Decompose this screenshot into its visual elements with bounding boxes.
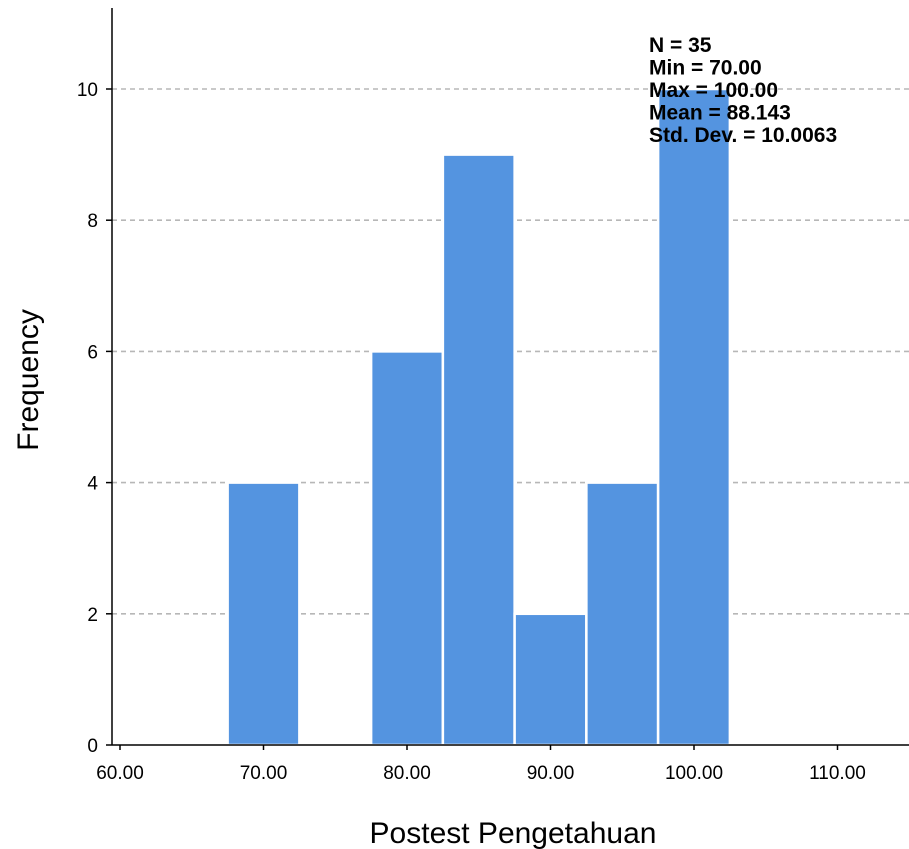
stats-line: Std. Dev. = 10.0063 [649,124,837,147]
histogram-bar-4 [513,612,588,747]
y-tick-label: 6 [87,342,98,363]
y-axis-title: Frequency [12,309,45,451]
x-tick-labels: 60.00 70.00 80.00 90.00 100.00 110.00 [96,745,866,784]
histogram-bar-3 [441,153,516,747]
bars [226,87,732,747]
y-tick-label: 10 [77,80,98,101]
x-axis-title: Postest Pengetahuan [370,817,657,849]
histogram-bar-6 [656,87,732,747]
x-tick-label: 110.00 [809,763,866,784]
histogram-bar-5 [585,481,660,747]
y-tick-label: 8 [87,211,98,232]
axes [111,8,909,746]
x-tick-label: 70.00 [240,763,288,784]
x-tick-label: 90.00 [527,763,575,784]
x-tick-label: 100.00 [665,763,723,784]
histogram-bar-2 [369,350,445,747]
stats-line: Max = 100.00 [649,79,778,102]
y-tick-label: 0 [87,736,98,757]
y-tick-label: 2 [87,605,98,626]
stats-line: Mean = 88.143 [649,102,791,125]
stats-line: Min = 70.00 [649,57,762,80]
histogram-bar-0 [226,481,301,747]
y-tick-labels: 0 2 4 6 8 10 [77,80,112,757]
x-tick-label: 60.00 [96,763,144,784]
y-tick-label: 4 [87,474,98,495]
stats-line: N = 35 [649,34,712,57]
x-tick-label: 80.00 [383,763,431,784]
